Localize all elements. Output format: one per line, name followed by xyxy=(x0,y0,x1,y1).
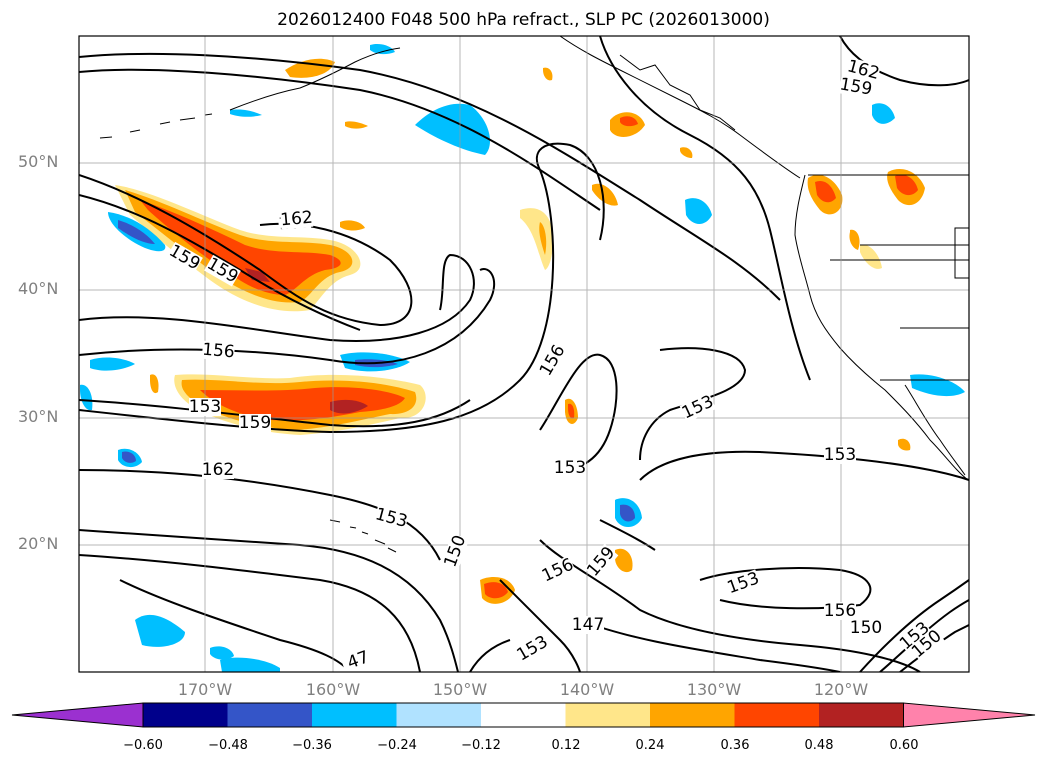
colorbar-tick-label: −0.24 xyxy=(377,738,417,753)
contour-label-bg xyxy=(908,626,945,662)
contour-label: 159 xyxy=(838,74,873,99)
lat-tick-label: 30°N xyxy=(18,407,59,426)
colorbar-frame xyxy=(142,702,904,728)
colorbar-swatch xyxy=(650,703,735,727)
contour-label-bg xyxy=(536,342,569,379)
contour-label-bg xyxy=(850,619,882,637)
contour-label-bg xyxy=(340,646,377,672)
contour-label-bg xyxy=(539,555,577,586)
lon-tick-label: 140°W xyxy=(559,680,615,699)
contour-label: 156 xyxy=(201,340,235,363)
contour-label-bg xyxy=(201,340,236,362)
contour-label: 162 xyxy=(280,208,314,231)
contour-label: 153 xyxy=(824,445,856,465)
contour-label-bg xyxy=(202,461,234,479)
lon-tick-label: 170°W xyxy=(177,680,233,699)
colorbar-tick-label: −0.36 xyxy=(292,738,332,753)
colorbar-tick-label: 0.48 xyxy=(804,738,834,753)
contour-label-bg xyxy=(725,569,762,598)
contour-label: 150 xyxy=(850,618,882,638)
colorbar-swatch xyxy=(396,703,481,727)
refractivity-shading xyxy=(80,43,965,672)
map-frame xyxy=(78,35,970,673)
colorbar-tick-label: 0.12 xyxy=(551,738,581,753)
contour-label-bg xyxy=(845,57,882,84)
contour-label-bg xyxy=(514,632,551,665)
colorbar-tick-label: −0.12 xyxy=(461,738,501,753)
contour-label: 147 xyxy=(572,615,604,635)
contour-label: 156 xyxy=(536,341,570,379)
contour-label: 153 xyxy=(554,458,586,478)
colorbar-swatch xyxy=(312,703,397,727)
contour-label-bg xyxy=(572,616,604,634)
contour-label: 153 xyxy=(513,632,551,666)
contour-label-bg xyxy=(441,533,470,570)
colorbar-swatch xyxy=(481,703,566,727)
contour-label-bg xyxy=(824,602,856,620)
colorbar-swatch xyxy=(143,703,228,727)
lon-tick-label: 130°W xyxy=(686,680,742,699)
lon-tick-label: 150°W xyxy=(432,680,488,699)
colorbar-tick-label: 0.24 xyxy=(635,738,665,753)
lat-tick-label: 40°N xyxy=(18,279,59,298)
colorbar-swatch xyxy=(565,703,650,727)
graticule xyxy=(79,36,969,672)
colorbar-tick-label: −0.60 xyxy=(123,738,163,753)
contour-label: 162 xyxy=(202,460,234,480)
map-title: 2026012400 F048 500 hPa refract., SLP PC… xyxy=(277,10,770,30)
contour-label-bg xyxy=(373,505,410,532)
lon-tick-label: 120°W xyxy=(813,680,869,699)
contour-label-bg xyxy=(166,241,203,274)
contour-label-bg xyxy=(239,414,271,432)
colorbar-extend-min xyxy=(11,702,144,728)
contour-label: 156 xyxy=(539,555,577,587)
contour-label-bg xyxy=(838,75,874,99)
contour-label-bg xyxy=(554,459,586,477)
lon-tick-label: 160°W xyxy=(305,680,361,699)
contour-label-bg xyxy=(204,254,241,287)
colorbar xyxy=(11,702,1036,728)
coastlines xyxy=(99,36,969,553)
contour-label: 159 xyxy=(239,413,271,433)
colorbar-tick-label: −0.48 xyxy=(208,738,248,753)
lat-tick-label: 20°N xyxy=(18,534,59,553)
contour-label-bg xyxy=(824,446,856,464)
contour-label: 156 xyxy=(824,601,856,621)
lat-tick-label: 50°N xyxy=(18,152,59,171)
colorbar-swatch xyxy=(819,703,904,727)
colorbar-swatch xyxy=(227,703,312,727)
colorbar-tick-label: 0.60 xyxy=(889,738,919,753)
contour-label-bg xyxy=(583,543,619,580)
contour-label-bg xyxy=(279,208,314,230)
colorbar-extend-max xyxy=(903,702,1036,728)
colorbar-tick-label: 0.36 xyxy=(720,738,750,753)
slp-contours xyxy=(79,36,969,672)
colorbar-swatch xyxy=(734,703,819,727)
contour-label: 153 xyxy=(373,504,410,532)
contour-label: 153 xyxy=(189,397,221,417)
contour-label-bg xyxy=(679,392,717,423)
contour-label-bg xyxy=(896,618,933,654)
contour-label-bg xyxy=(189,398,221,416)
contour-label: 150 xyxy=(440,533,470,570)
